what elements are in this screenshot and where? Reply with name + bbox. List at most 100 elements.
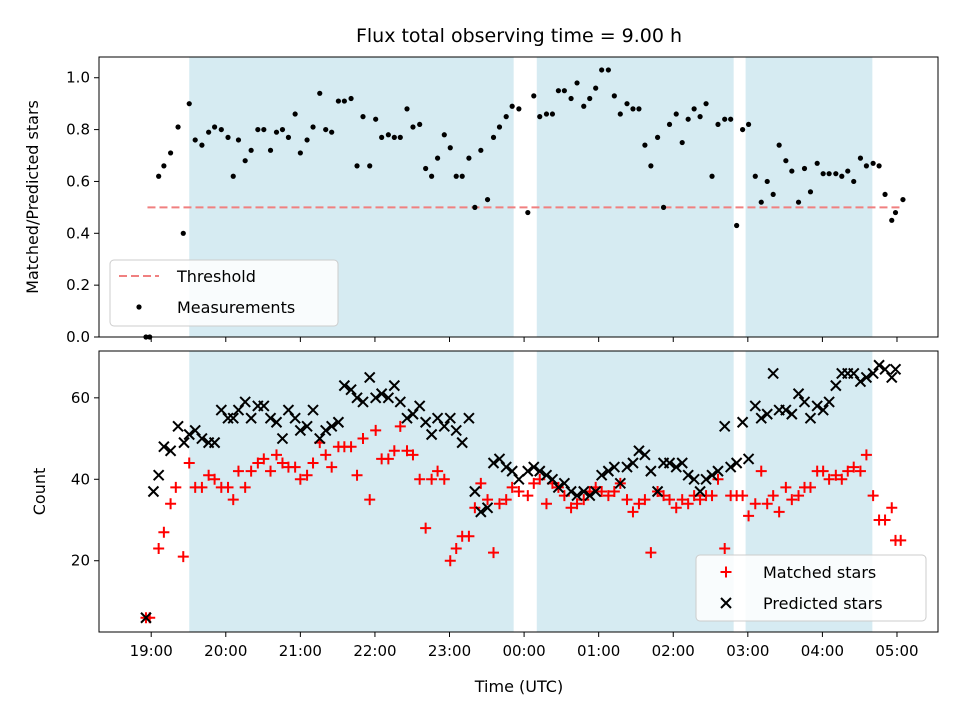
measurement-point: [180, 230, 186, 236]
predicted-star-point: [276, 432, 289, 445]
bottom-observing-window-1: [189, 351, 514, 632]
predicted-star-point: [196, 432, 208, 445]
predicted-star-point: [345, 383, 357, 396]
matched-star-point: [602, 490, 614, 502]
predicted-star-point: [736, 416, 749, 428]
x-tick-label: 05:00: [875, 642, 918, 660]
predicted-star-point: [493, 453, 506, 465]
predicted-star-point: [558, 477, 571, 490]
measurement-point: [568, 95, 574, 102]
top-y-axis-label: Matched/Predicted stars: [23, 100, 42, 294]
predicted-star-point: [227, 412, 239, 424]
y-tick-label: 0.6: [66, 172, 90, 190]
matched-star-point: [463, 530, 475, 542]
predicted-star-point: [270, 416, 283, 428]
matched-star-point: [755, 465, 767, 477]
measurement-point: [636, 106, 642, 112]
predicted-star-point: [506, 465, 518, 477]
measurement-point: [525, 209, 531, 216]
matched-star-point: [540, 498, 552, 510]
y-tick-label: 40: [71, 470, 90, 488]
measurement-point: [192, 137, 198, 143]
measurement-point: [360, 114, 366, 120]
x-tick-label: 03:00: [726, 642, 769, 660]
matched-star-point: [688, 490, 700, 502]
predicted-star-point: [245, 412, 257, 424]
predicted-star-point: [382, 392, 395, 404]
measurement-point: [225, 134, 231, 140]
measurement-point: [642, 142, 648, 148]
predicted-star-point: [755, 412, 767, 424]
matched-star-point: [165, 498, 177, 510]
matched-star-point: [664, 494, 676, 506]
measurement-point: [373, 116, 379, 122]
measurement-point: [273, 129, 280, 135]
y-tick-label: 0.8: [66, 121, 90, 139]
predicted-star-point: [546, 473, 559, 485]
measurement-point: [397, 134, 403, 140]
predicted-star-point: [338, 379, 351, 392]
matched-star-point: [712, 473, 724, 485]
matched-star-point: [469, 502, 481, 514]
legend-matched-swatch: [720, 566, 732, 578]
predicted-star-point: [401, 412, 413, 424]
predicted-star-point: [463, 412, 475, 424]
measurement-point: [167, 150, 174, 156]
predicted-star-point: [232, 404, 245, 416]
legend-measurements-swatch: [136, 304, 142, 310]
predicted-star-point: [294, 424, 307, 437]
predicted-star-point: [351, 392, 363, 404]
matched-star-point: [506, 481, 518, 493]
matched-star-point: [357, 433, 369, 445]
predicted-star-point: [431, 412, 444, 424]
predicted-star-point: [798, 396, 811, 408]
measurement-point: [261, 126, 267, 133]
x-tick-label: 02:00: [652, 642, 695, 660]
measurement-point: [267, 147, 274, 153]
measurement-point: [889, 217, 895, 223]
predicted-star-point: [456, 436, 468, 449]
matched-star-point: [265, 465, 277, 477]
predicted-star-point: [475, 506, 487, 518]
matched-star-point: [222, 481, 234, 493]
measurement-point: [673, 111, 679, 117]
predicted-star-point: [500, 461, 512, 473]
matched-star-point: [761, 498, 773, 510]
x-axis-label: Time (UTC): [474, 677, 563, 696]
predicted-star-point: [830, 379, 842, 392]
measurement-point: [317, 90, 323, 96]
predicted-star-point: [682, 469, 694, 481]
predicted-star-point: [552, 481, 565, 494]
predicted-star-point: [879, 363, 891, 376]
matched-star-point: [407, 449, 419, 461]
matched-star-point: [767, 490, 779, 502]
predicted-star-point: [595, 469, 608, 481]
matched-star-point: [513, 486, 525, 497]
matched-star-point: [351, 469, 363, 481]
predicted-star-point: [719, 420, 731, 433]
measurement-point: [770, 191, 776, 198]
measurement-point: [617, 111, 623, 117]
measurement-point: [385, 132, 391, 138]
x-tick-label: 22:00: [353, 642, 396, 660]
measurement-point: [186, 101, 192, 107]
matched-star-point: [706, 490, 718, 502]
predicted-star-point: [258, 400, 270, 412]
matched-star-point: [670, 502, 682, 514]
matched-star-point: [621, 494, 633, 506]
matched-star-point: [420, 522, 432, 534]
predicted-star-point: [438, 420, 451, 433]
y-tick-label: 0.0: [66, 328, 90, 346]
matched-star-point: [658, 490, 670, 502]
predicted-star-point: [589, 485, 602, 498]
matched-star-point: [370, 424, 382, 436]
matched-star-point: [364, 494, 376, 506]
predicted-star-point: [614, 477, 627, 490]
predicted-star-point: [730, 457, 743, 469]
matched-star-point: [817, 465, 829, 477]
matched-star-point: [743, 510, 755, 522]
top-legend-box: [109, 259, 339, 327]
predicted-star-point: [178, 436, 190, 449]
predicted-star-point: [811, 400, 823, 412]
predicted-star-point: [670, 461, 682, 473]
